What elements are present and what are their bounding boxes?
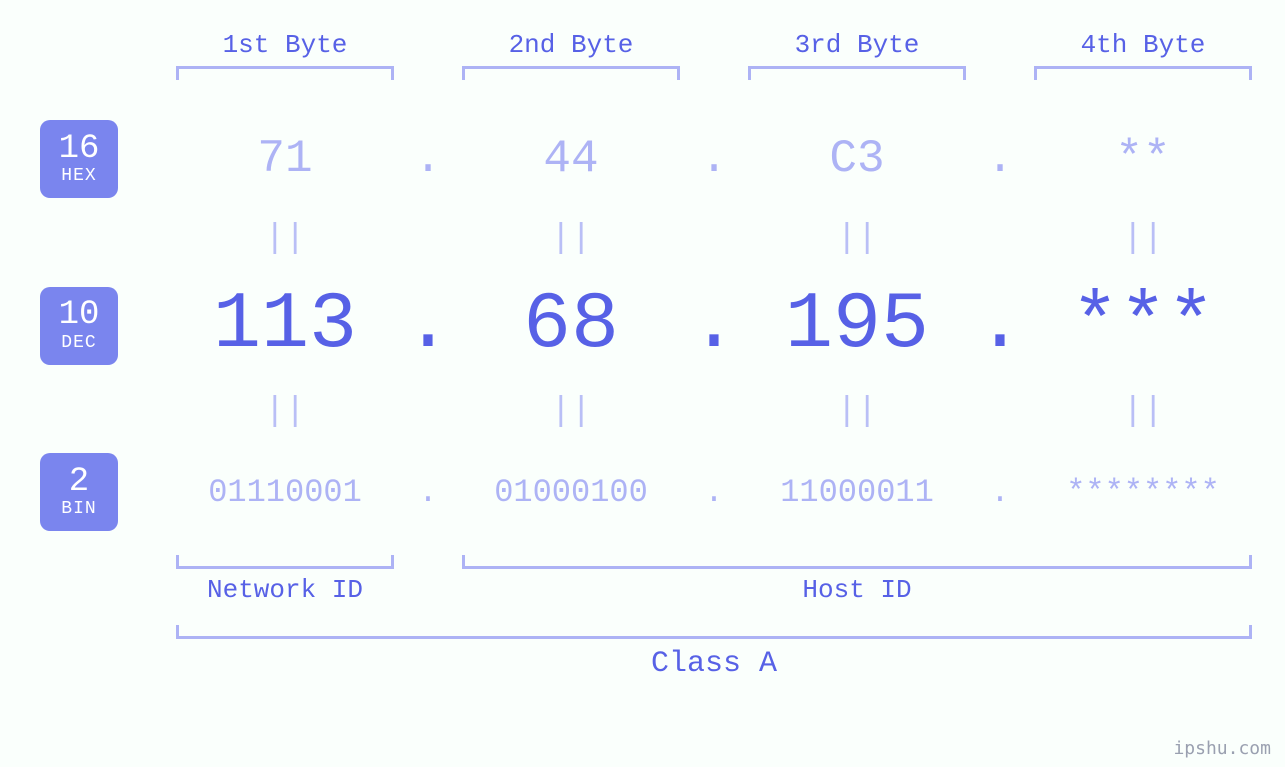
bracket-bottom-icon (176, 625, 1252, 639)
equals-icon: || (456, 393, 686, 431)
dot-separator: . (400, 474, 456, 511)
hex-byte-3: C3 (742, 133, 972, 185)
badge-num: 10 (59, 298, 100, 334)
badge-num: 16 (59, 132, 100, 168)
bin-byte-3: 11000011 (742, 474, 972, 511)
bracket-top-icon (176, 66, 394, 80)
badge-label: BIN (61, 500, 96, 519)
bracket-top-icon (462, 66, 680, 80)
class-group: Class A (170, 625, 1258, 681)
byte-bracket-row (40, 66, 1245, 80)
byte-label-1: 1st Byte (170, 30, 400, 66)
dec-byte-4: *** (1028, 280, 1258, 371)
equals-icon: || (456, 220, 686, 258)
dot-separator: . (686, 474, 742, 511)
badge-num: 2 (69, 465, 89, 501)
byte-header-row: 1st Byte 2nd Byte 3rd Byte 4th Byte (40, 30, 1245, 66)
dot-separator: . (972, 474, 1028, 511)
hex-byte-1: 71 (170, 133, 400, 185)
dot-separator: . (400, 133, 456, 185)
spacer (40, 48, 170, 49)
equals-row: || || || || (40, 393, 1245, 431)
equals-icon: || (742, 393, 972, 431)
network-host-row: Network ID Host ID (40, 555, 1245, 605)
network-id-group: Network ID (170, 555, 400, 605)
host-id-group: Host ID (456, 555, 1258, 605)
dot-separator: . (686, 133, 742, 185)
dot-separator: . (686, 280, 742, 371)
bin-byte-2: 01000100 (456, 474, 686, 511)
equals-icon: || (170, 220, 400, 258)
dot-separator: . (400, 280, 456, 371)
badge-label: DEC (61, 334, 96, 353)
bin-row: 2 BIN 01110001 . 01000100 . 11000011 . *… (40, 453, 1245, 531)
host-id-label: Host ID (456, 575, 1258, 605)
hex-byte-2: 44 (456, 133, 686, 185)
badge-label: HEX (61, 167, 96, 186)
hex-row: 16 HEX 71 . 44 . C3 . ** (40, 120, 1245, 198)
base-badge-hex: 16 HEX (40, 120, 118, 198)
equals-row: || || || || (40, 220, 1245, 258)
byte-label-2: 2nd Byte (456, 30, 686, 66)
base-badge-bin: 2 BIN (40, 453, 118, 531)
bin-byte-1: 01110001 (170, 474, 400, 511)
bracket-bottom-icon (176, 555, 394, 569)
bracket-top-icon (748, 66, 966, 80)
dot-separator: . (972, 280, 1028, 371)
dec-byte-2: 68 (456, 280, 686, 371)
class-label: Class A (170, 647, 1258, 681)
bracket-bottom-icon (462, 555, 1252, 569)
watermark: ipshu.com (1173, 738, 1271, 759)
dec-byte-1: 113 (170, 280, 400, 371)
dec-byte-3: 195 (742, 280, 972, 371)
equals-icon: || (742, 220, 972, 258)
byte-label-3: 3rd Byte (742, 30, 972, 66)
equals-icon: || (170, 393, 400, 431)
network-id-label: Network ID (170, 575, 400, 605)
bracket-top-icon (1034, 66, 1252, 80)
equals-icon: || (1028, 393, 1258, 431)
base-badge-dec: 10 DEC (40, 287, 118, 365)
bin-byte-4: ******** (1028, 474, 1258, 511)
dot-separator: . (972, 133, 1028, 185)
dec-row: 10 DEC 113 . 68 . 195 . *** (40, 280, 1245, 371)
equals-icon: || (1028, 220, 1258, 258)
byte-label-4: 4th Byte (1028, 30, 1258, 66)
class-row: Class A (40, 625, 1245, 681)
hex-byte-4: ** (1028, 133, 1258, 185)
